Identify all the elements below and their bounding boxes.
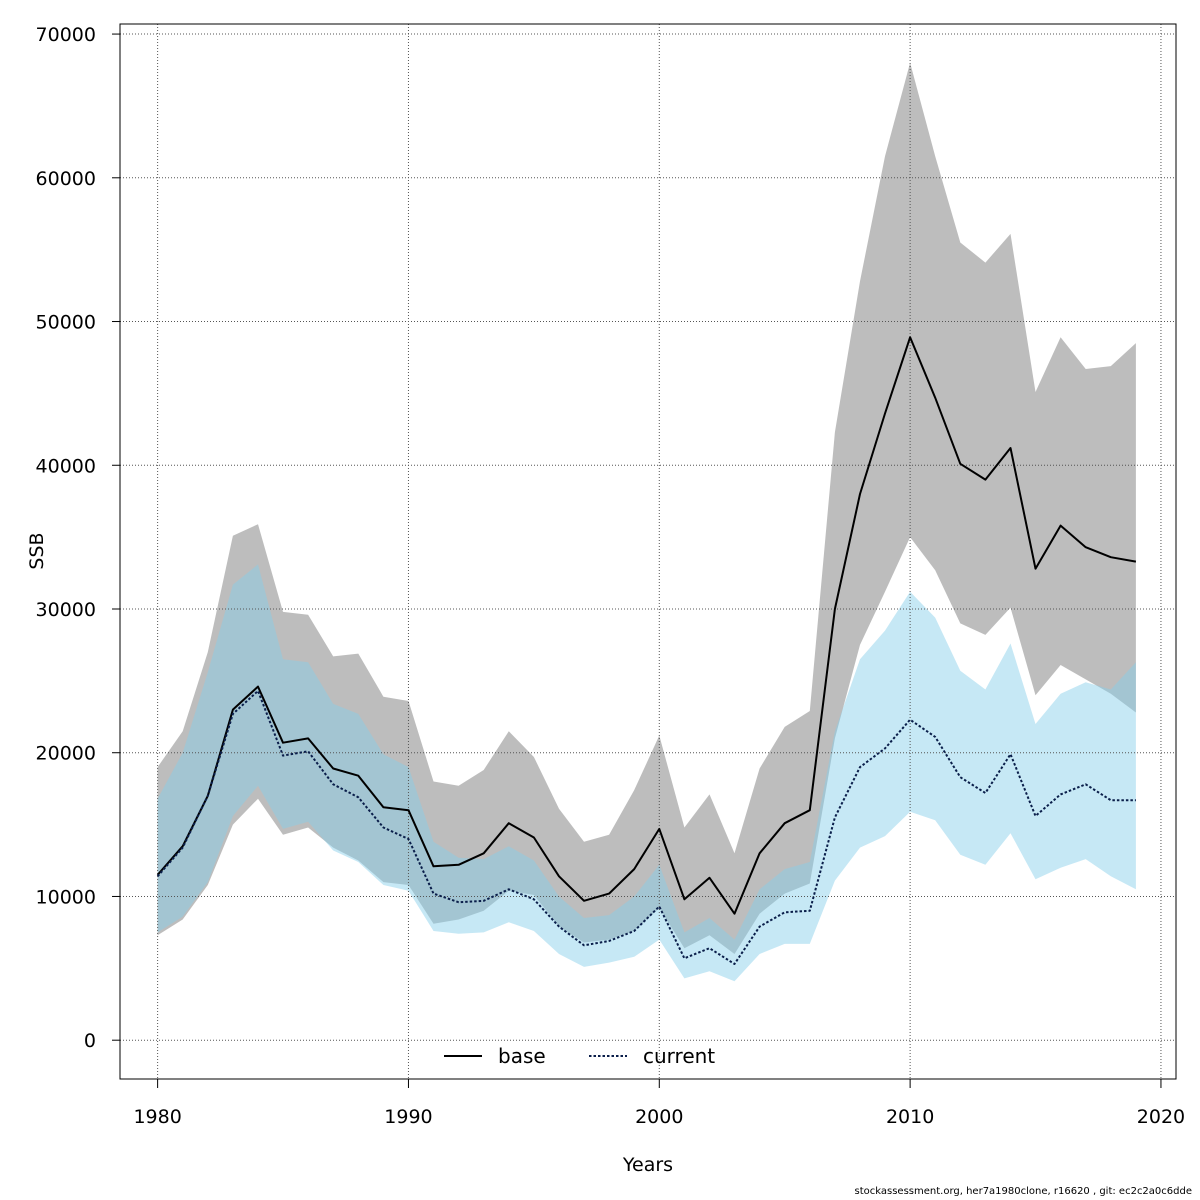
y-tick-label: 70000 [36,24,96,46]
y-axis-title: SSB [26,532,48,569]
y-tick-label: 0 [84,1030,96,1052]
legend-label-base: base [498,1044,546,1068]
x-tick-label: 2000 [635,1106,683,1128]
footer-note: stockassessment.org, her7a1980clone, r16… [854,1186,1192,1197]
y-tick-label: 10000 [36,886,96,908]
x-axis-title: Years [622,1154,673,1176]
x-tick-label: 2010 [886,1106,934,1128]
band-base [157,62,1136,955]
legend-label-current: current [643,1044,715,1068]
x-tick-label: 2020 [1137,1106,1185,1128]
line-base [156,336,1137,915]
x-tick-label: 1980 [133,1106,181,1128]
line-current [156,689,1136,965]
y-tick-label: 60000 [36,168,96,190]
legend: base current [444,1044,715,1068]
grid-lines [120,24,1176,1079]
confidence-bands [157,62,1136,982]
series-lines [156,336,1137,965]
y-tick-label: 30000 [36,599,96,621]
y-tick-label: 50000 [36,312,96,334]
y-tick-label: 20000 [36,743,96,765]
y-axis: 0 10000 20000 30000 40000 50000 60000 70000 [36,24,121,1052]
x-axis: 1980 1990 2000 2010 2020 [133,1078,1185,1128]
band-current [157,564,1136,982]
y-tick-label: 40000 [36,455,96,477]
x-tick-label: 1990 [384,1106,432,1128]
